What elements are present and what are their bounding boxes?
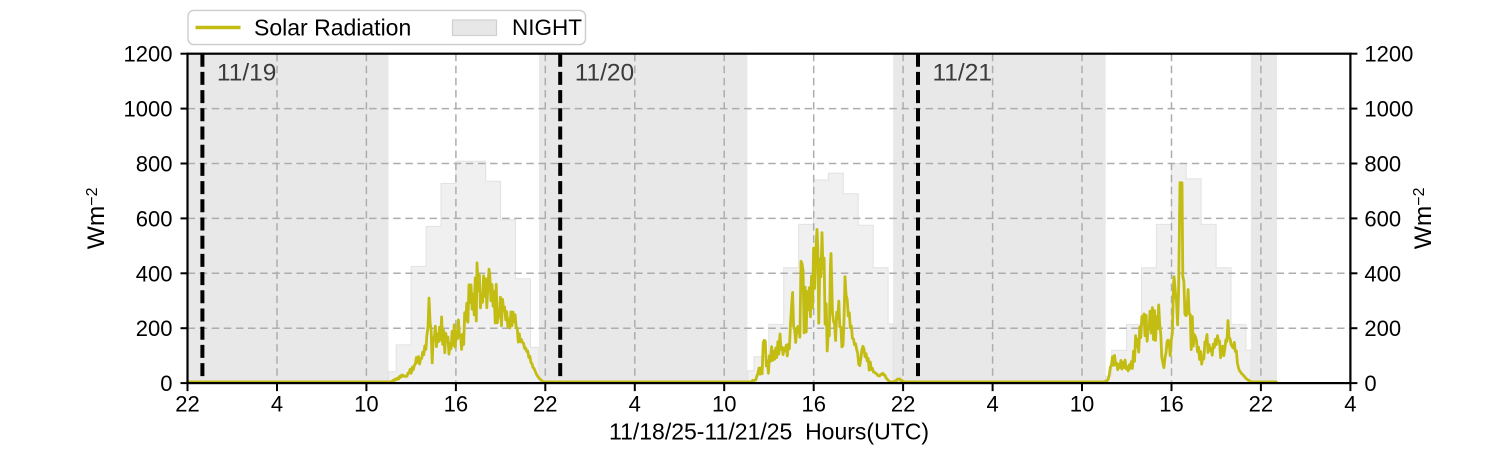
svg-text:800: 800 — [136, 152, 173, 177]
svg-text:11/19: 11/19 — [217, 60, 277, 87]
svg-text:1200: 1200 — [124, 42, 173, 67]
svg-text:4: 4 — [629, 392, 641, 417]
svg-text:10: 10 — [1070, 392, 1094, 417]
svg-text:1200: 1200 — [1364, 42, 1413, 67]
svg-text:10: 10 — [354, 392, 378, 417]
svg-text:4: 4 — [271, 392, 283, 417]
svg-text:800: 800 — [1364, 152, 1401, 177]
svg-text:22: 22 — [1249, 392, 1273, 417]
svg-text:16: 16 — [444, 392, 468, 417]
svg-text:22: 22 — [533, 392, 557, 417]
svg-text:11/18/25-11/21/25 Hours(UTC): 11/18/25-11/21/25 Hours(UTC) — [609, 418, 929, 444]
svg-text:1000: 1000 — [124, 97, 173, 122]
svg-text:22: 22 — [891, 392, 915, 417]
svg-text:NIGHT: NIGHT — [512, 15, 582, 40]
svg-text:11/20: 11/20 — [575, 60, 635, 87]
svg-text:16: 16 — [801, 392, 825, 417]
svg-text:400: 400 — [136, 261, 173, 286]
svg-text:600: 600 — [1364, 206, 1401, 231]
svg-text:1000: 1000 — [1364, 97, 1413, 122]
svg-text:200: 200 — [1364, 316, 1401, 341]
svg-text:11/21: 11/21 — [933, 60, 993, 87]
svg-text:4: 4 — [986, 392, 998, 417]
svg-text:400: 400 — [1364, 261, 1401, 286]
svg-text:Solar Radiation: Solar Radiation — [254, 14, 411, 40]
svg-text:600: 600 — [136, 206, 173, 231]
svg-text:4: 4 — [1344, 392, 1356, 417]
svg-text:0: 0 — [160, 371, 172, 396]
svg-text:200: 200 — [136, 316, 173, 341]
svg-text:16: 16 — [1159, 392, 1183, 417]
svg-text:0: 0 — [1364, 371, 1376, 396]
svg-text:10: 10 — [712, 392, 736, 417]
svg-text:22: 22 — [175, 392, 199, 417]
